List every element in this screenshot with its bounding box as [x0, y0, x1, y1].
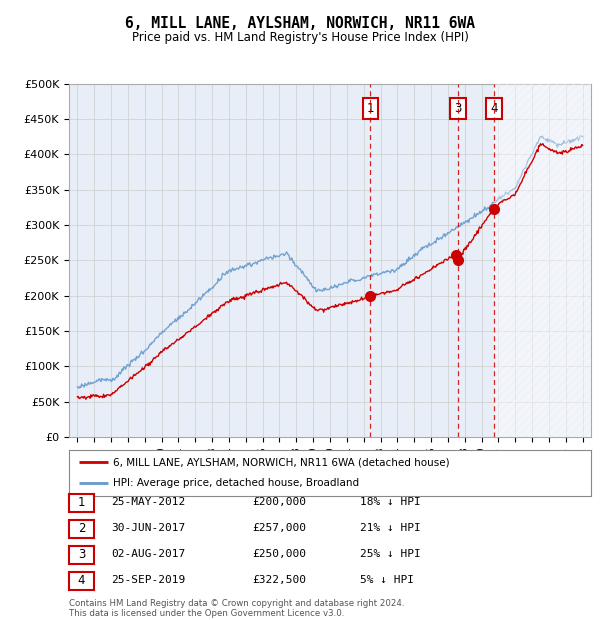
Text: 25-SEP-2019: 25-SEP-2019 — [111, 575, 185, 585]
Text: 4: 4 — [490, 102, 498, 115]
Text: £250,000: £250,000 — [252, 549, 306, 559]
Text: 25-MAY-2012: 25-MAY-2012 — [111, 497, 185, 507]
Text: 1: 1 — [78, 497, 85, 509]
Text: 6, MILL LANE, AYLSHAM, NORWICH, NR11 6WA (detached house): 6, MILL LANE, AYLSHAM, NORWICH, NR11 6WA… — [113, 457, 450, 467]
Text: 5% ↓ HPI: 5% ↓ HPI — [360, 575, 414, 585]
Text: 02-AUG-2017: 02-AUG-2017 — [111, 549, 185, 559]
Text: £257,000: £257,000 — [252, 523, 306, 533]
Text: 21% ↓ HPI: 21% ↓ HPI — [360, 523, 421, 533]
Text: HPI: Average price, detached house, Broadland: HPI: Average price, detached house, Broa… — [113, 479, 359, 489]
Text: 25% ↓ HPI: 25% ↓ HPI — [360, 549, 421, 559]
Text: Price paid vs. HM Land Registry's House Price Index (HPI): Price paid vs. HM Land Registry's House … — [131, 31, 469, 44]
Text: 18% ↓ HPI: 18% ↓ HPI — [360, 497, 421, 507]
Text: £200,000: £200,000 — [252, 497, 306, 507]
Text: 30-JUN-2017: 30-JUN-2017 — [111, 523, 185, 533]
Text: 4: 4 — [78, 575, 85, 587]
Text: 1: 1 — [367, 102, 374, 115]
Text: 6, MILL LANE, AYLSHAM, NORWICH, NR11 6WA: 6, MILL LANE, AYLSHAM, NORWICH, NR11 6WA — [125, 16, 475, 30]
Text: 3: 3 — [78, 549, 85, 561]
Text: £322,500: £322,500 — [252, 575, 306, 585]
Text: 2: 2 — [78, 523, 85, 535]
Text: 3: 3 — [454, 102, 461, 115]
Text: Contains HM Land Registry data © Crown copyright and database right 2024.
This d: Contains HM Land Registry data © Crown c… — [69, 599, 404, 618]
